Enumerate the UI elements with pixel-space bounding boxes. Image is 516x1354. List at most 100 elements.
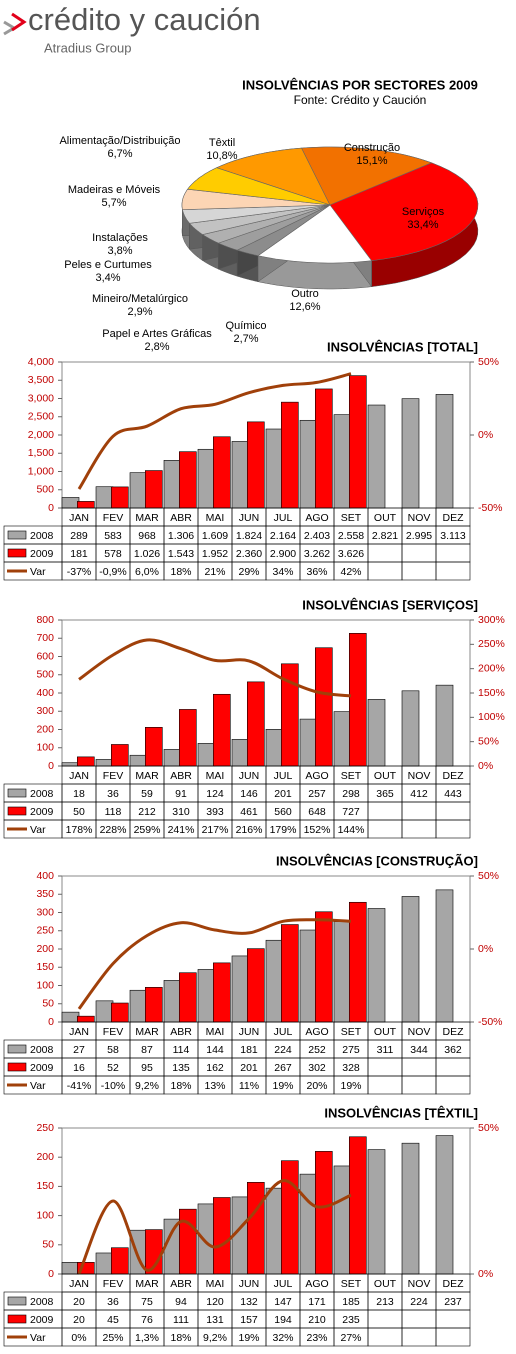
y2-tick-label: 50% bbox=[478, 1122, 499, 1134]
table-cell bbox=[435, 801, 471, 821]
y-tick-label: 150 bbox=[36, 1180, 54, 1192]
table-value: 201 bbox=[274, 788, 292, 800]
legend-label: 2008 bbox=[30, 1296, 54, 1308]
x-tick-label: MAI bbox=[206, 1278, 225, 1290]
y-tick-label: 150 bbox=[36, 961, 54, 973]
y-tick-label: 800 bbox=[36, 614, 54, 626]
table-cell bbox=[367, 819, 403, 839]
table-value: 152% bbox=[304, 824, 331, 836]
pie-label: Serviços bbox=[402, 206, 445, 218]
pie-slice bbox=[301, 146, 433, 206]
table-value: -10% bbox=[101, 1080, 126, 1092]
x-tick-label: JAN bbox=[69, 512, 89, 524]
chart-title: INSOLVÊNCIAS [TÊXTIL] bbox=[324, 1105, 478, 1120]
bar bbox=[401, 398, 420, 509]
x-tick-label: NOV bbox=[408, 770, 431, 782]
table-cell bbox=[367, 543, 403, 563]
pie-label: Alimentação/Distribuição bbox=[59, 135, 180, 147]
table-value: 194 bbox=[274, 1314, 292, 1326]
x-tick-label: JAN bbox=[69, 770, 89, 782]
x-tick-label: FEV bbox=[103, 1278, 123, 1290]
bar bbox=[163, 749, 182, 767]
x-tick-label: MAI bbox=[206, 1026, 225, 1038]
y-tick-label: 400 bbox=[36, 870, 54, 882]
var-line bbox=[77, 918, 352, 1010]
x-tick-label: JAN bbox=[69, 1278, 89, 1290]
pie-slice bbox=[215, 147, 331, 206]
brand-group: Atradius Group bbox=[44, 40, 131, 55]
pie-label: Mineiro/Metalúrgico bbox=[92, 293, 188, 305]
x-tick-label: MAR bbox=[135, 1278, 159, 1290]
y-tick-label: 300 bbox=[36, 906, 54, 918]
bar bbox=[77, 756, 95, 767]
y-tick-label: 1,500 bbox=[28, 447, 54, 459]
legend-symbol bbox=[7, 1044, 27, 1054]
y-tick-label: 0 bbox=[48, 1016, 54, 1028]
x-tick-label: FEV bbox=[103, 1026, 123, 1038]
pie-label: Madeiras e Móveis bbox=[68, 184, 161, 196]
table-value: 3.113 bbox=[440, 530, 466, 542]
bar bbox=[129, 989, 148, 1023]
table-value: 1.306 bbox=[168, 530, 194, 542]
table-value: 393 bbox=[206, 806, 224, 818]
table-value: 2.821 bbox=[372, 530, 398, 542]
table-value: 648 bbox=[308, 806, 326, 818]
bar bbox=[197, 1203, 216, 1275]
chart-title: INSOLVÊNCIAS [CONSTRUÇÃO] bbox=[276, 853, 478, 868]
table-value: 267 bbox=[274, 1062, 292, 1074]
x-tick-label: SET bbox=[341, 1026, 362, 1038]
table-value: 302 bbox=[308, 1062, 326, 1074]
table-value: 146 bbox=[240, 788, 258, 800]
table-value: 578 bbox=[104, 548, 122, 560]
bar bbox=[367, 404, 386, 509]
legend-symbol bbox=[7, 548, 27, 558]
table-cell bbox=[367, 1057, 403, 1077]
x-tick-label: JUN bbox=[239, 770, 259, 782]
table-value: 181 bbox=[240, 1044, 258, 1056]
y-tick-label: 3,000 bbox=[28, 392, 54, 404]
table-value: 19% bbox=[238, 1332, 259, 1344]
table-value: 42% bbox=[340, 566, 361, 578]
bar bbox=[179, 451, 197, 509]
x-tick-label: JAN bbox=[69, 1026, 89, 1038]
bar bbox=[231, 739, 250, 767]
bar bbox=[348, 375, 367, 509]
table-value: 18% bbox=[170, 1332, 191, 1344]
x-tick-label: DEZ bbox=[443, 1026, 465, 1038]
y-tick-label: 0 bbox=[48, 1268, 54, 1280]
table-cell bbox=[367, 1327, 403, 1347]
y-tick-label: 500 bbox=[36, 484, 54, 496]
pie-value-label: 33,4% bbox=[407, 219, 438, 231]
table-value: 2.558 bbox=[338, 530, 364, 542]
table-cell bbox=[367, 801, 403, 821]
y2-tick-label: 50% bbox=[478, 735, 499, 747]
bar bbox=[299, 718, 318, 767]
bar bbox=[333, 1165, 352, 1275]
table-cell bbox=[401, 1327, 437, 1347]
table-value: 241% bbox=[168, 824, 195, 836]
bar bbox=[213, 962, 231, 1023]
pie-label: Peles e Curtumes bbox=[64, 259, 152, 271]
y-tick-label: 2,000 bbox=[28, 429, 54, 441]
table-value: 59 bbox=[141, 788, 153, 800]
bar bbox=[333, 414, 352, 509]
legend-label: Var bbox=[30, 824, 46, 836]
y2-tick-label: 100% bbox=[478, 711, 505, 723]
table-cell bbox=[401, 543, 437, 563]
legend-symbol bbox=[7, 530, 27, 540]
x-tick-label: SET bbox=[341, 512, 362, 524]
table-value: 1.952 bbox=[202, 548, 228, 560]
table-value: 727 bbox=[342, 806, 360, 818]
table-cell bbox=[367, 561, 403, 581]
table-value: 235 bbox=[342, 1314, 360, 1326]
legend-symbol bbox=[7, 788, 27, 798]
y-tick-label: 200 bbox=[36, 723, 54, 735]
bar bbox=[213, 693, 231, 767]
x-tick-label: DEZ bbox=[443, 1278, 465, 1290]
logo: crédito y caución Atradius Group bbox=[3, 2, 261, 55]
table-cell bbox=[401, 1057, 437, 1077]
table-value: 76 bbox=[141, 1314, 153, 1326]
table-value: 171 bbox=[308, 1296, 326, 1308]
table-value: 147 bbox=[274, 1296, 292, 1308]
